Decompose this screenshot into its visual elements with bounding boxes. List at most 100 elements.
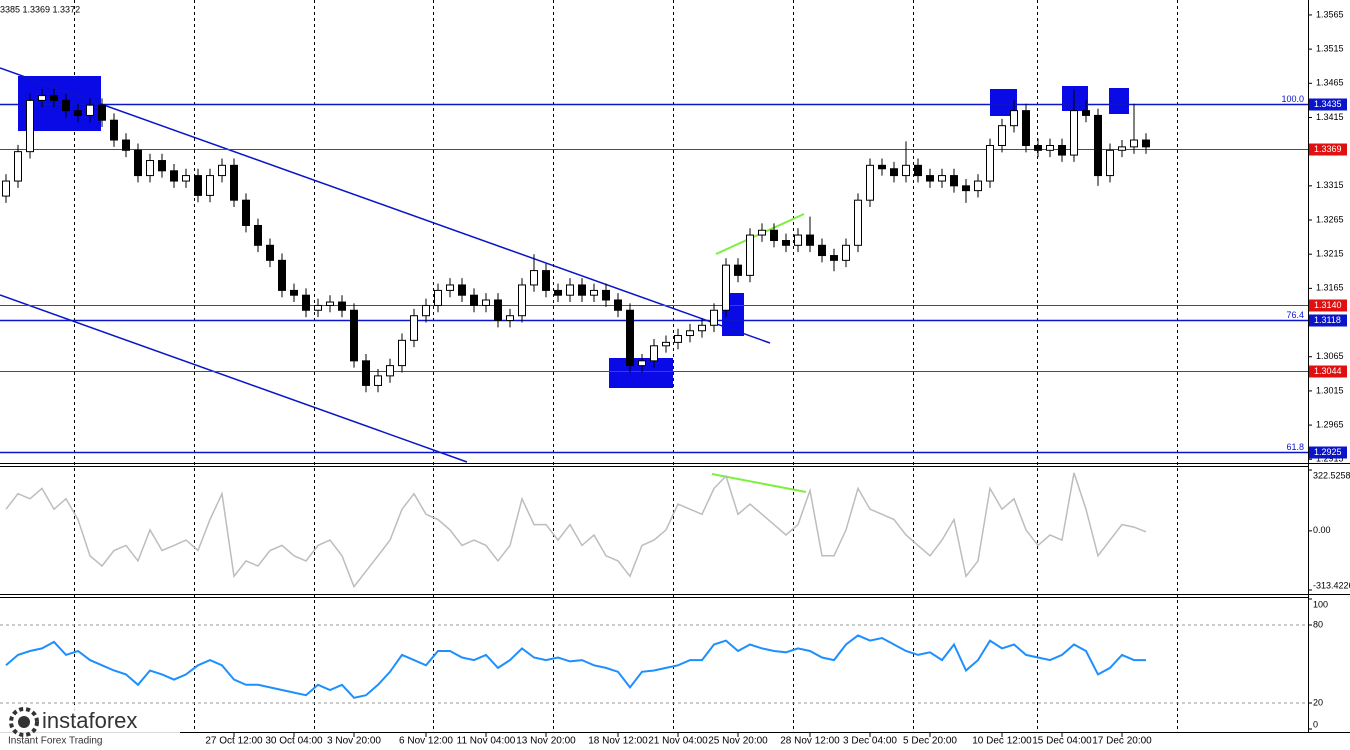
candle-body bbox=[698, 324, 706, 332]
y-tick-label: 1.2965 bbox=[1316, 419, 1344, 429]
level-label-box bbox=[1309, 314, 1347, 327]
x-tick-label: 5 Dec 20:00 bbox=[903, 736, 957, 747]
logo: instaforex Instant Forex Trading bbox=[0, 705, 180, 749]
candle-body bbox=[350, 309, 358, 362]
fib-level-tag: 76.4 bbox=[1286, 310, 1304, 320]
fib-level-tag: 100.0 bbox=[1281, 94, 1304, 104]
candle-body bbox=[278, 259, 286, 291]
candle-body bbox=[518, 284, 526, 317]
y-tick-label: 1.2915 bbox=[1316, 454, 1344, 464]
y-tick-label: 0.00 bbox=[1313, 525, 1331, 535]
candle-body bbox=[974, 180, 982, 192]
candle-body bbox=[2, 180, 10, 197]
candle-body bbox=[434, 289, 442, 306]
y-tick-label: 1.3565 bbox=[1316, 9, 1344, 19]
candle-body bbox=[662, 341, 670, 347]
candle-body bbox=[626, 309, 634, 367]
x-tick-label: 10 Dec 12:00 bbox=[972, 736, 1032, 747]
candle-body bbox=[98, 104, 106, 121]
y-tick-label: 1.3515 bbox=[1316, 43, 1344, 53]
candle-body bbox=[86, 104, 94, 116]
candle-body bbox=[1046, 145, 1054, 151]
candle-body bbox=[158, 160, 166, 172]
candle-body bbox=[458, 284, 466, 296]
y-tick-label: 1.3065 bbox=[1316, 351, 1344, 361]
x-tick-label: 3 Dec 04:00 bbox=[843, 736, 897, 747]
candle-body bbox=[638, 360, 646, 367]
candle-body bbox=[374, 375, 382, 386]
candle-body bbox=[674, 335, 682, 343]
level-label-box bbox=[1309, 446, 1347, 459]
candle-body bbox=[194, 175, 202, 196]
candle-body bbox=[1010, 110, 1018, 127]
candle-body bbox=[506, 315, 514, 321]
y-tick-label: -313.4226 bbox=[1313, 580, 1350, 590]
candle-body bbox=[290, 289, 298, 296]
y-tick-label: 80 bbox=[1313, 619, 1323, 629]
candle-body bbox=[866, 164, 874, 201]
level-label: 1.3435 bbox=[1314, 99, 1342, 109]
x-tick-label: 3 Nov 20:00 bbox=[327, 736, 381, 747]
candle-body bbox=[482, 299, 490, 306]
x-tick-label: 15 Dec 04:00 bbox=[1032, 736, 1092, 747]
candle-body bbox=[878, 164, 886, 170]
candle-body bbox=[722, 264, 730, 311]
x-tick-label: 27 Oct 12:00 bbox=[205, 736, 263, 747]
level-label-box bbox=[1309, 365, 1347, 378]
y-tick-label: 20 bbox=[1313, 697, 1323, 707]
level-label: 1.2925 bbox=[1314, 447, 1342, 457]
x-tick-label: 28 Nov 12:00 bbox=[780, 736, 840, 747]
plot: 27 Oct 12:00 30 Oct 04:00 3 Nov 20:00 6 Nov… bbox=[0, 9, 1350, 747]
candle-body bbox=[614, 299, 622, 311]
candle-body bbox=[794, 234, 802, 246]
logo-gear-center bbox=[18, 716, 30, 728]
indicator-line bbox=[5, 472, 1147, 589]
candle-body bbox=[650, 345, 658, 362]
y-tick-label: 1.3215 bbox=[1316, 249, 1344, 259]
candle-body bbox=[770, 229, 778, 242]
candle-body bbox=[254, 224, 262, 246]
candle-body bbox=[950, 175, 958, 187]
level-label-box bbox=[1309, 299, 1347, 312]
candle-body bbox=[542, 270, 550, 291]
candle-body bbox=[734, 264, 742, 276]
candle-body bbox=[578, 284, 586, 296]
candle-body bbox=[362, 360, 370, 386]
x-tick-label: 18 Nov 12:00 bbox=[588, 736, 648, 747]
y-tick-label: 100 bbox=[1313, 599, 1328, 609]
candle-body bbox=[422, 304, 430, 317]
candle-body bbox=[14, 151, 22, 182]
candle-body bbox=[230, 164, 238, 201]
level-label: 1.3118 bbox=[1314, 315, 1341, 325]
candle-body bbox=[26, 99, 34, 153]
candle-body bbox=[206, 175, 214, 196]
highlight-box bbox=[1062, 86, 1088, 111]
candle-body bbox=[902, 164, 910, 177]
candle-body bbox=[314, 304, 322, 311]
highlight-box bbox=[1109, 88, 1129, 114]
candle-body bbox=[74, 110, 82, 116]
candle-body bbox=[146, 160, 154, 177]
candle-body bbox=[302, 294, 310, 311]
level-label: 1.3369 bbox=[1314, 144, 1342, 154]
candle-body bbox=[602, 289, 610, 301]
candle-body bbox=[242, 199, 250, 226]
candle-body bbox=[386, 365, 394, 377]
candle-body bbox=[182, 175, 190, 182]
candle-body bbox=[746, 234, 754, 276]
candle-body bbox=[1082, 110, 1090, 116]
candle-body bbox=[806, 234, 814, 246]
level-label-box bbox=[1309, 143, 1347, 156]
candle-body bbox=[398, 339, 406, 367]
candle-body bbox=[326, 301, 334, 306]
candle-body bbox=[1058, 145, 1066, 156]
candle-body bbox=[926, 175, 934, 182]
y-tick-label: 1.3315 bbox=[1316, 180, 1344, 190]
candle-body bbox=[782, 240, 790, 246]
candle-body bbox=[842, 244, 850, 261]
candle-body bbox=[1022, 110, 1030, 147]
x-tick-label: 13 Nov 20:00 bbox=[516, 736, 576, 747]
fib-level-tag: 61.8 bbox=[1286, 442, 1304, 452]
